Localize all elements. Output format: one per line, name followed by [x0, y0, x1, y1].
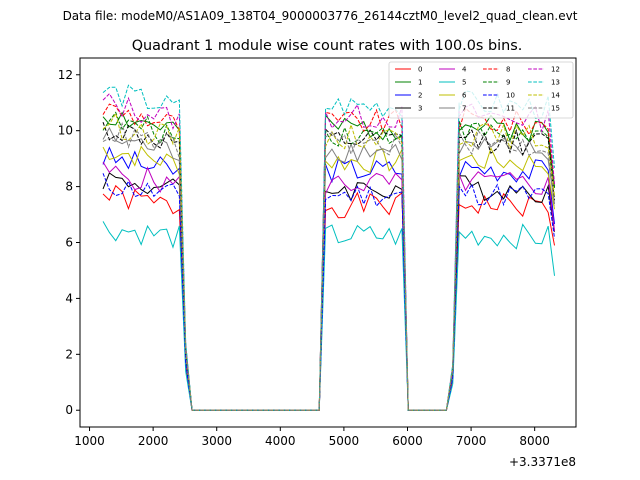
x-offset-label: +3.3371e8: [509, 455, 576, 469]
x-tick-label: 7000: [456, 434, 487, 448]
y-tick-label: 8: [65, 180, 73, 194]
legend-label-8: 8: [506, 66, 510, 74]
series-line-5: [102, 221, 556, 411]
x-tick-label: 1000: [74, 434, 105, 448]
legend-label-4: 4: [462, 66, 467, 74]
y-tick-label: 2: [65, 347, 73, 361]
legend-label-3: 3: [418, 105, 422, 113]
series-line-14: [102, 112, 556, 411]
x-tick-label: 4000: [265, 434, 296, 448]
y-tick-label: 12: [58, 68, 73, 82]
legend-label-0: 0: [418, 66, 422, 74]
x-tick-label: 3000: [201, 434, 232, 448]
y-tick-label: 10: [58, 124, 73, 138]
series-line-11: [102, 122, 556, 411]
legend-label-11: 11: [506, 105, 515, 113]
series-line-15: [102, 121, 556, 411]
legend-label-2: 2: [418, 92, 422, 100]
x-tick-label: 2000: [138, 434, 169, 448]
series-line-8: [102, 103, 556, 411]
legend-label-12: 12: [551, 66, 560, 74]
legend-label-15: 15: [551, 105, 560, 113]
x-tick-label: 8000: [519, 434, 550, 448]
suptitle: Data file: modeM0/AS1A09_138T04_90000037…: [63, 9, 578, 23]
x-axis: 1000 2000 3000 4000 5000 6000 7000 8000: [74, 427, 550, 448]
legend-label-9: 9: [506, 79, 510, 87]
legend-label-13: 13: [551, 79, 560, 87]
series-line-10: [102, 173, 556, 411]
y-axis: 0 2 4 6 8 10 12: [58, 68, 80, 417]
legend-label-1: 1: [418, 79, 422, 87]
legend-label-10: 10: [506, 92, 515, 100]
series-line-0: [102, 184, 556, 411]
plot-frame: [79, 57, 577, 428]
x-tick-label: 6000: [392, 434, 423, 448]
y-tick-label: 6: [65, 236, 73, 250]
legend-label-7: 7: [462, 105, 466, 113]
y-tick-label: 4: [65, 291, 73, 305]
legend-label-6: 6: [462, 92, 467, 100]
legend-label-14: 14: [551, 92, 560, 100]
legend-label-5: 5: [462, 79, 466, 87]
legend-frame: [388, 61, 574, 119]
chart-title: Quadrant 1 module wise count rates with …: [132, 38, 523, 54]
series-lines: [102, 84, 556, 411]
x-tick-label: 5000: [329, 434, 360, 448]
y-tick-label: 0: [65, 403, 73, 417]
